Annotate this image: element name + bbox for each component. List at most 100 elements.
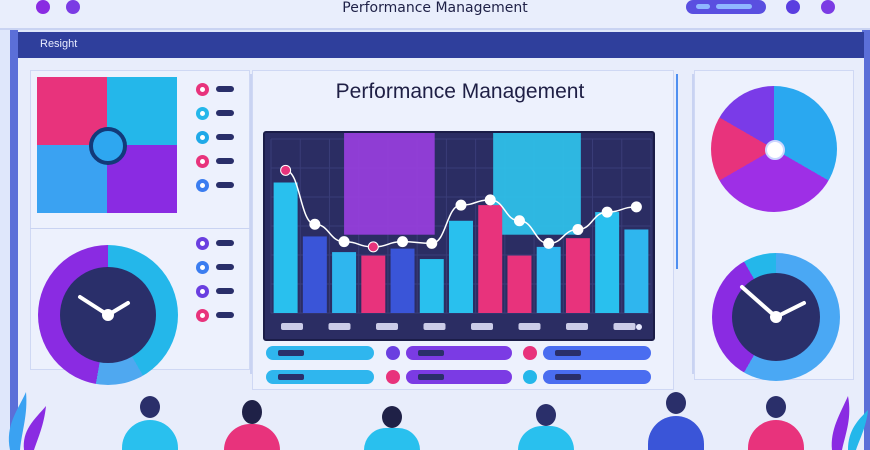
metric-list-item[interactable] bbox=[196, 176, 256, 200]
blue-dot-icon bbox=[196, 261, 209, 274]
metric-list-item[interactable] bbox=[196, 104, 256, 128]
metric-list-bottom bbox=[196, 234, 256, 330]
trend-point bbox=[309, 218, 321, 230]
x-tick-placeholder bbox=[471, 323, 493, 330]
trend-point bbox=[543, 237, 555, 249]
legend-pill[interactable] bbox=[406, 370, 512, 384]
metric-placeholder-text bbox=[216, 240, 234, 246]
chart-bar bbox=[419, 259, 444, 313]
plant-icon bbox=[831, 396, 868, 450]
metric-list-item[interactable] bbox=[196, 282, 256, 306]
legend-pill[interactable] bbox=[266, 346, 374, 360]
purple-dot-icon bbox=[196, 237, 209, 250]
legend-dot-icon[interactable] bbox=[386, 346, 400, 360]
metric-list-item[interactable] bbox=[196, 258, 256, 282]
team-illustration bbox=[0, 380, 870, 450]
nav-label[interactable]: Resight bbox=[40, 38, 78, 50]
legend-dot-icon[interactable] bbox=[523, 346, 537, 360]
quadrant-center-knob[interactable] bbox=[89, 127, 127, 165]
right-edge-rail bbox=[862, 30, 870, 450]
chart-bar bbox=[536, 246, 561, 313]
blue-dot-icon bbox=[196, 179, 209, 192]
person-figure bbox=[222, 380, 282, 450]
notification-icon[interactable] bbox=[786, 0, 800, 14]
page-title: Performance Management bbox=[335, 80, 585, 103]
metric-list-item[interactable] bbox=[196, 80, 256, 104]
metric-list-top bbox=[196, 80, 256, 200]
trend-point bbox=[397, 236, 409, 248]
trend-point bbox=[484, 194, 496, 206]
right-dial-widget[interactable] bbox=[711, 86, 837, 212]
pink-dot-icon bbox=[196, 309, 209, 322]
person-figure bbox=[120, 380, 180, 450]
user-avatar-icon[interactable] bbox=[821, 0, 835, 14]
trend-point bbox=[455, 199, 467, 211]
metric-list-item[interactable] bbox=[196, 234, 256, 258]
trend-point bbox=[338, 236, 350, 248]
trend-point bbox=[572, 223, 584, 235]
left-edge-rail bbox=[10, 30, 18, 450]
right-gauge-widget[interactable] bbox=[712, 253, 840, 381]
chart-bar bbox=[565, 238, 590, 313]
chart-bar bbox=[302, 236, 327, 313]
trend-point bbox=[601, 206, 613, 218]
x-tick-placeholder bbox=[328, 323, 351, 330]
chart-bar bbox=[624, 229, 649, 313]
legend-pill[interactable] bbox=[406, 346, 512, 360]
trend-point bbox=[513, 215, 525, 227]
metric-placeholder-text bbox=[216, 86, 234, 92]
chart-bar bbox=[273, 182, 298, 313]
panel-divider bbox=[250, 74, 252, 374]
chart-bar bbox=[332, 252, 357, 313]
pink-dot-icon bbox=[196, 83, 209, 96]
top-bar: Performance Management bbox=[0, 0, 870, 30]
x-tick-placeholder bbox=[518, 323, 541, 330]
metric-placeholder-text bbox=[216, 110, 234, 116]
metric-list-item[interactable] bbox=[196, 152, 256, 176]
gauge-needle-icon bbox=[740, 285, 806, 323]
metric-placeholder-text bbox=[216, 288, 234, 294]
cyan-dot-icon bbox=[196, 131, 209, 144]
trend-point bbox=[426, 237, 438, 249]
person-figure bbox=[362, 380, 422, 450]
metric-placeholder-text bbox=[216, 312, 234, 318]
person-figure bbox=[746, 380, 806, 450]
panel-divider bbox=[692, 74, 694, 374]
scroll-track[interactable] bbox=[676, 74, 678, 269]
dial-knob[interactable] bbox=[765, 140, 785, 160]
legend-pill[interactable] bbox=[543, 370, 651, 384]
left-gauge-widget[interactable] bbox=[38, 245, 178, 385]
x-tick-placeholder bbox=[376, 323, 398, 330]
chart-bar bbox=[478, 205, 503, 313]
pink-dot-icon bbox=[196, 155, 209, 168]
chart-bar bbox=[507, 255, 532, 313]
plant-icon bbox=[8, 392, 46, 450]
purple-dot-icon bbox=[196, 285, 209, 298]
x-tick-placeholder bbox=[613, 323, 636, 330]
trend-point bbox=[630, 201, 642, 213]
metric-list-item[interactable] bbox=[196, 128, 256, 152]
highlight-band bbox=[493, 133, 581, 235]
highlight-band bbox=[344, 133, 435, 235]
x-tick-placeholder bbox=[566, 323, 588, 330]
person-figure bbox=[516, 380, 576, 450]
metric-placeholder-text bbox=[216, 158, 234, 164]
menu-dot-icon[interactable] bbox=[66, 0, 80, 14]
metric-placeholder-text bbox=[216, 182, 234, 188]
gauge-needle-icon bbox=[78, 295, 130, 321]
legend-pill[interactable] bbox=[543, 346, 651, 360]
person-figure bbox=[646, 380, 706, 450]
chart-bar bbox=[595, 212, 620, 313]
legend-pill[interactable] bbox=[266, 370, 374, 384]
chart-bar bbox=[390, 248, 415, 313]
app-title: Performance Management bbox=[342, 0, 528, 16]
legend-dot-icon[interactable] bbox=[523, 370, 537, 384]
chart-bar bbox=[361, 255, 386, 313]
legend-dot-icon[interactable] bbox=[386, 370, 400, 384]
kpi-quadrant-widget[interactable] bbox=[37, 77, 177, 213]
chart-svg bbox=[270, 133, 652, 330]
metric-list-item[interactable] bbox=[196, 306, 256, 330]
panel-separator bbox=[30, 228, 250, 229]
search-field[interactable] bbox=[686, 0, 766, 14]
app-logo-icon bbox=[36, 0, 50, 14]
